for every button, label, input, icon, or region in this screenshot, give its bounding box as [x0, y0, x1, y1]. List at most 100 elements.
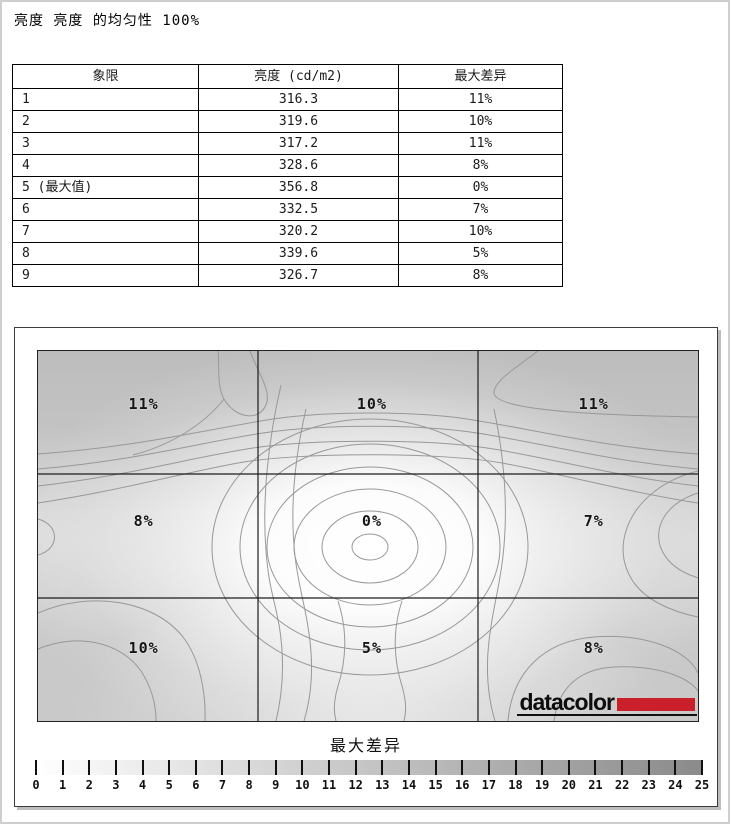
colorbar-tick-label: 16 [455, 778, 470, 792]
colorbar-tick-label: 13 [375, 778, 390, 792]
maxdiff-cell: 11% [398, 132, 563, 155]
colorbar-tick [567, 760, 570, 775]
table-row: 1 316.3 11% [12, 88, 563, 111]
maxdiff-cell: 10% [398, 220, 563, 243]
contour-cell-label: 7% [583, 511, 604, 530]
table-row: 9 326.7 8% [12, 264, 563, 287]
colorbar-tick [381, 760, 384, 775]
luminance-cell: 317.2 [198, 132, 399, 155]
contour-cell-label: 10% [356, 394, 387, 413]
maxdiff-cell: 10% [398, 110, 563, 133]
col-header-luminance: 亮度 (cd/m2) [198, 64, 399, 89]
colorbar-tick [514, 760, 517, 775]
colorbar-tick [35, 760, 37, 775]
colorbar-tick-label: 24 [668, 778, 683, 792]
colorbar-tick-label: 11 [321, 778, 337, 792]
colorbar-tick [647, 760, 650, 775]
table-row: 2 319.6 10% [12, 110, 563, 133]
quadrant-cell: 6 [12, 198, 199, 221]
colorbar-tick-label: 1 [59, 778, 67, 792]
colorbar-tick [328, 760, 331, 775]
maxdiff-cell: 8% [398, 264, 563, 287]
colorbar-tick-label: 4 [138, 778, 147, 792]
colorbar-tick-label: 6 [192, 778, 200, 792]
colorbar-tick [194, 760, 197, 775]
luminance-cell: 326.7 [198, 264, 399, 287]
table-row: 3 317.2 11% [12, 132, 563, 155]
colorbar-tick-label: 7 [218, 778, 227, 792]
colorbar-tick-label: 25 [694, 778, 710, 792]
quadrant-cell: 9 [12, 264, 199, 287]
colorbar-gradient [35, 760, 703, 775]
table-row: 7 320.2 10% [12, 220, 563, 243]
quadrant-cell: 3 [12, 132, 199, 155]
uniformity-table-body: 1 316.3 11% 2 319.6 10% 3 317.2 11% 4 328.6 8% 5 (最大… [12, 88, 563, 287]
colorbar-tick [594, 760, 597, 775]
colorbar-tick [274, 760, 277, 775]
colorbar-tick [114, 760, 117, 775]
colorbar-tick [407, 760, 410, 775]
luminance-cell: 319.6 [198, 110, 399, 133]
colorbar-tick [461, 760, 464, 775]
luminance-cell: 316.3 [198, 88, 399, 111]
colorbar-tick-labels: 0 1 2 3 4 5 6 7 8 9 10 11 12 13 14 15 16 17 18 19 20 21 22 23 24… [32, 778, 709, 792]
colorbar-tick [141, 760, 144, 775]
table-row: 4 328.6 8% [12, 154, 563, 177]
contour-plot: 11% 10% 11% 8% 0% 7% 10% 5% 8% datacolor [37, 350, 699, 722]
colorbar-tick-label: 5 [165, 778, 173, 792]
luminance-cell: 332.5 [198, 198, 399, 221]
luminance-cell: 356.8 [198, 176, 399, 199]
quadrant-cell: 2 [12, 110, 199, 133]
colorbar-label: 最大差异 [329, 736, 402, 755]
quadrant-cell: 7 [12, 220, 199, 243]
maxdiff-cell: 5% [398, 242, 563, 265]
contour-cell-label: 11% [578, 394, 609, 413]
colorbar-tick [301, 760, 304, 775]
contour-cell-label: 0% [361, 511, 382, 530]
contour-cell-label: 5% [361, 639, 382, 658]
colorbar-tick-label: 10 [295, 778, 310, 792]
luminance-cell: 339.6 [198, 242, 399, 265]
colorbar-tick-label: 12 [348, 778, 363, 792]
colorbar-tick [674, 760, 677, 775]
colorbar-tick-label: 21 [588, 778, 603, 792]
colorbar-tick [61, 760, 64, 775]
quadrant-cell: 8 [12, 242, 199, 265]
col-header-maxdiff: 最大差异 [398, 64, 563, 89]
maxdiff-cell: 8% [398, 154, 563, 177]
contour-panel: 11% 10% 11% 8% 0% 7% 10% 5% 8% datacolor 最大差异 0 1… [14, 327, 718, 807]
datacolor-logo-text: datacolor [519, 689, 615, 715]
quadrant-cell: 4 [12, 154, 199, 177]
colorbar-tick-label: 14 [401, 778, 417, 792]
colorbar-tick [621, 760, 624, 775]
datacolor-logo-red-bar [617, 698, 695, 711]
contour-cell-label: 8% [583, 639, 604, 658]
maxdiff-cell: 0% [398, 176, 563, 199]
colorbar-tick-label: 18 [508, 778, 523, 792]
table-row: 8 339.6 5% [12, 242, 563, 265]
table-row: 5 (最大值) 356.8 0% [12, 176, 563, 199]
colorbar-tick [248, 760, 251, 775]
colorbar-tick [354, 760, 357, 775]
quadrant-cell: 1 [12, 88, 199, 111]
colorbar-tick [88, 760, 91, 775]
colorbar-tick-label: 22 [614, 778, 630, 792]
table-header-row: 象限 亮度 (cd/m2) 最大差异 [12, 64, 563, 89]
maxdiff-cell: 11% [398, 88, 563, 111]
contour-cell-label: 11% [128, 394, 159, 413]
contour-svg [38, 351, 698, 721]
colorbar-tick-label: 19 [534, 778, 550, 792]
colorbar-tick-label: 9 [272, 778, 280, 792]
quadrant-cell: 5 (最大值) [12, 176, 199, 199]
luminance-cell: 328.6 [198, 154, 399, 177]
colorbar-tick-label: 8 [245, 778, 253, 792]
colorbar-tick-label: 2 [85, 778, 93, 792]
colorbar-tick [434, 760, 437, 775]
colorbar-tick [701, 760, 703, 775]
page-title: 亮度 亮度 的均匀性 100% [14, 13, 201, 29]
colorbar-tick-label: 23 [641, 778, 656, 792]
uniformity-table: 象限 亮度 (cd/m2) 最大差异 1 316.3 11% 2 319.6 10% 3 31… [12, 64, 563, 287]
colorbar-tick [487, 760, 490, 775]
table-row: 6 332.5 7% [12, 198, 563, 221]
colorbar-tick-label: 3 [112, 778, 120, 792]
